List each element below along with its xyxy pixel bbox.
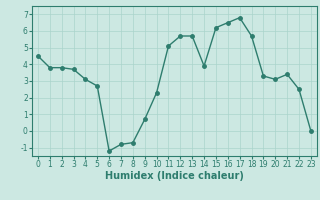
X-axis label: Humidex (Indice chaleur): Humidex (Indice chaleur): [105, 171, 244, 181]
